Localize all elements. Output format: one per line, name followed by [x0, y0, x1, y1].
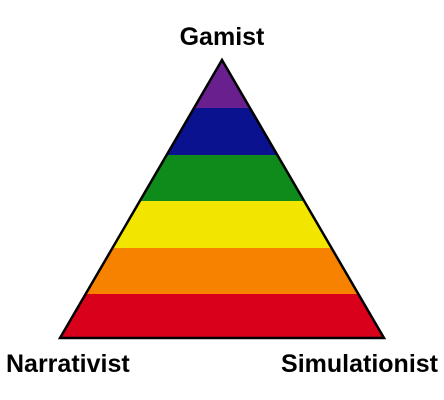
red-band: [60, 294, 384, 338]
rainbow-bands: [60, 60, 384, 338]
simulationist-label: Simulationist: [281, 350, 438, 378]
narrativist-label: Narrativist: [6, 350, 130, 378]
purple-band: [60, 60, 384, 109]
green-band: [60, 155, 384, 202]
yellow-band: [60, 201, 384, 249]
triangle-outline: [57, 57, 387, 340]
orange-band: [60, 248, 384, 295]
blue-band: [60, 108, 384, 156]
gamist-label: Gamist: [179, 23, 265, 51]
